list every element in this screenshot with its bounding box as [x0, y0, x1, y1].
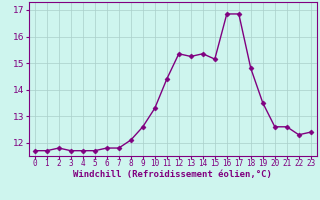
- X-axis label: Windchill (Refroidissement éolien,°C): Windchill (Refroidissement éolien,°C): [73, 170, 272, 179]
